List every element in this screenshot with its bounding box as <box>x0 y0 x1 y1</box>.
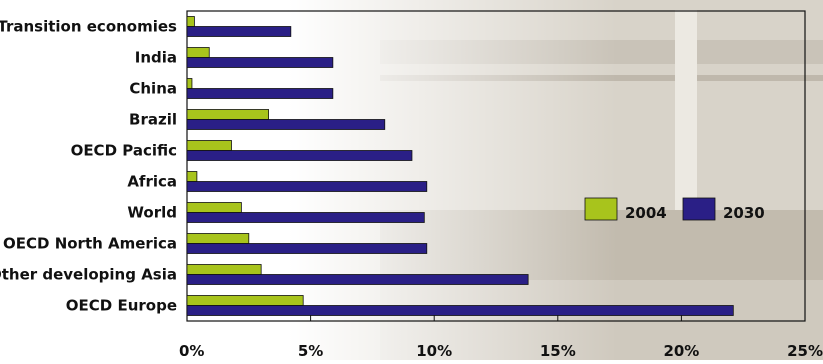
bar-2030-1 <box>186 57 334 68</box>
x-tick-label: 20% <box>663 342 699 360</box>
legend: 2004 2030 <box>584 197 765 222</box>
x-tick-label: 5% <box>298 342 323 360</box>
bar-2004-3 <box>186 109 269 120</box>
category-label: Other developing Asia <box>0 266 177 284</box>
bar-2004-1 <box>186 47 210 58</box>
bar-2004-2 <box>186 78 193 89</box>
legend-label-2030: 2030 <box>723 204 765 222</box>
bar-2030-5 <box>186 181 428 192</box>
bar-2030-0 <box>186 26 292 37</box>
x-axis: 0% 5% 10% 15% 20% 25% <box>179 315 823 360</box>
legend-swatch-2030 <box>682 197 716 221</box>
legend-label-2004: 2004 <box>625 204 667 222</box>
bar-2004-4 <box>186 140 232 151</box>
bar-2004-7 <box>186 233 250 244</box>
x-tick-label: 25% <box>787 342 823 360</box>
bar-2004-0 <box>186 16 195 27</box>
x-tick-label: 15% <box>540 342 576 360</box>
category-labels: Transition economies India China Brazil OECD… <box>0 18 177 315</box>
bar-2030-6 <box>186 212 425 223</box>
bar-2004-8 <box>186 264 262 275</box>
category-label: Africa <box>127 173 177 191</box>
bar-2004-6 <box>186 202 242 213</box>
bars-group <box>186 16 734 316</box>
category-label: Brazil <box>129 111 177 129</box>
bar-2030-3 <box>186 119 386 130</box>
category-label: Transition economies <box>0 18 177 36</box>
bar-2030-8 <box>186 274 529 285</box>
category-label: OECD Europe <box>66 297 177 315</box>
category-label: China <box>129 80 177 98</box>
legend-swatch-2004 <box>584 197 618 221</box>
bar-2030-9 <box>186 305 734 316</box>
bar-2004-9 <box>186 295 304 306</box>
category-label: World <box>127 204 177 222</box>
bar-2030-2 <box>186 88 334 99</box>
plot-frame <box>186 10 806 322</box>
bar-2030-7 <box>186 243 428 254</box>
bar-2004-5 <box>186 171 198 182</box>
category-label: OECD North America <box>3 235 177 253</box>
bar-2030-4 <box>186 150 413 161</box>
x-tick-label: 0% <box>179 342 204 360</box>
category-label: India <box>135 49 177 67</box>
category-label: OECD Pacific <box>71 142 177 160</box>
x-tick-label: 10% <box>416 342 452 360</box>
